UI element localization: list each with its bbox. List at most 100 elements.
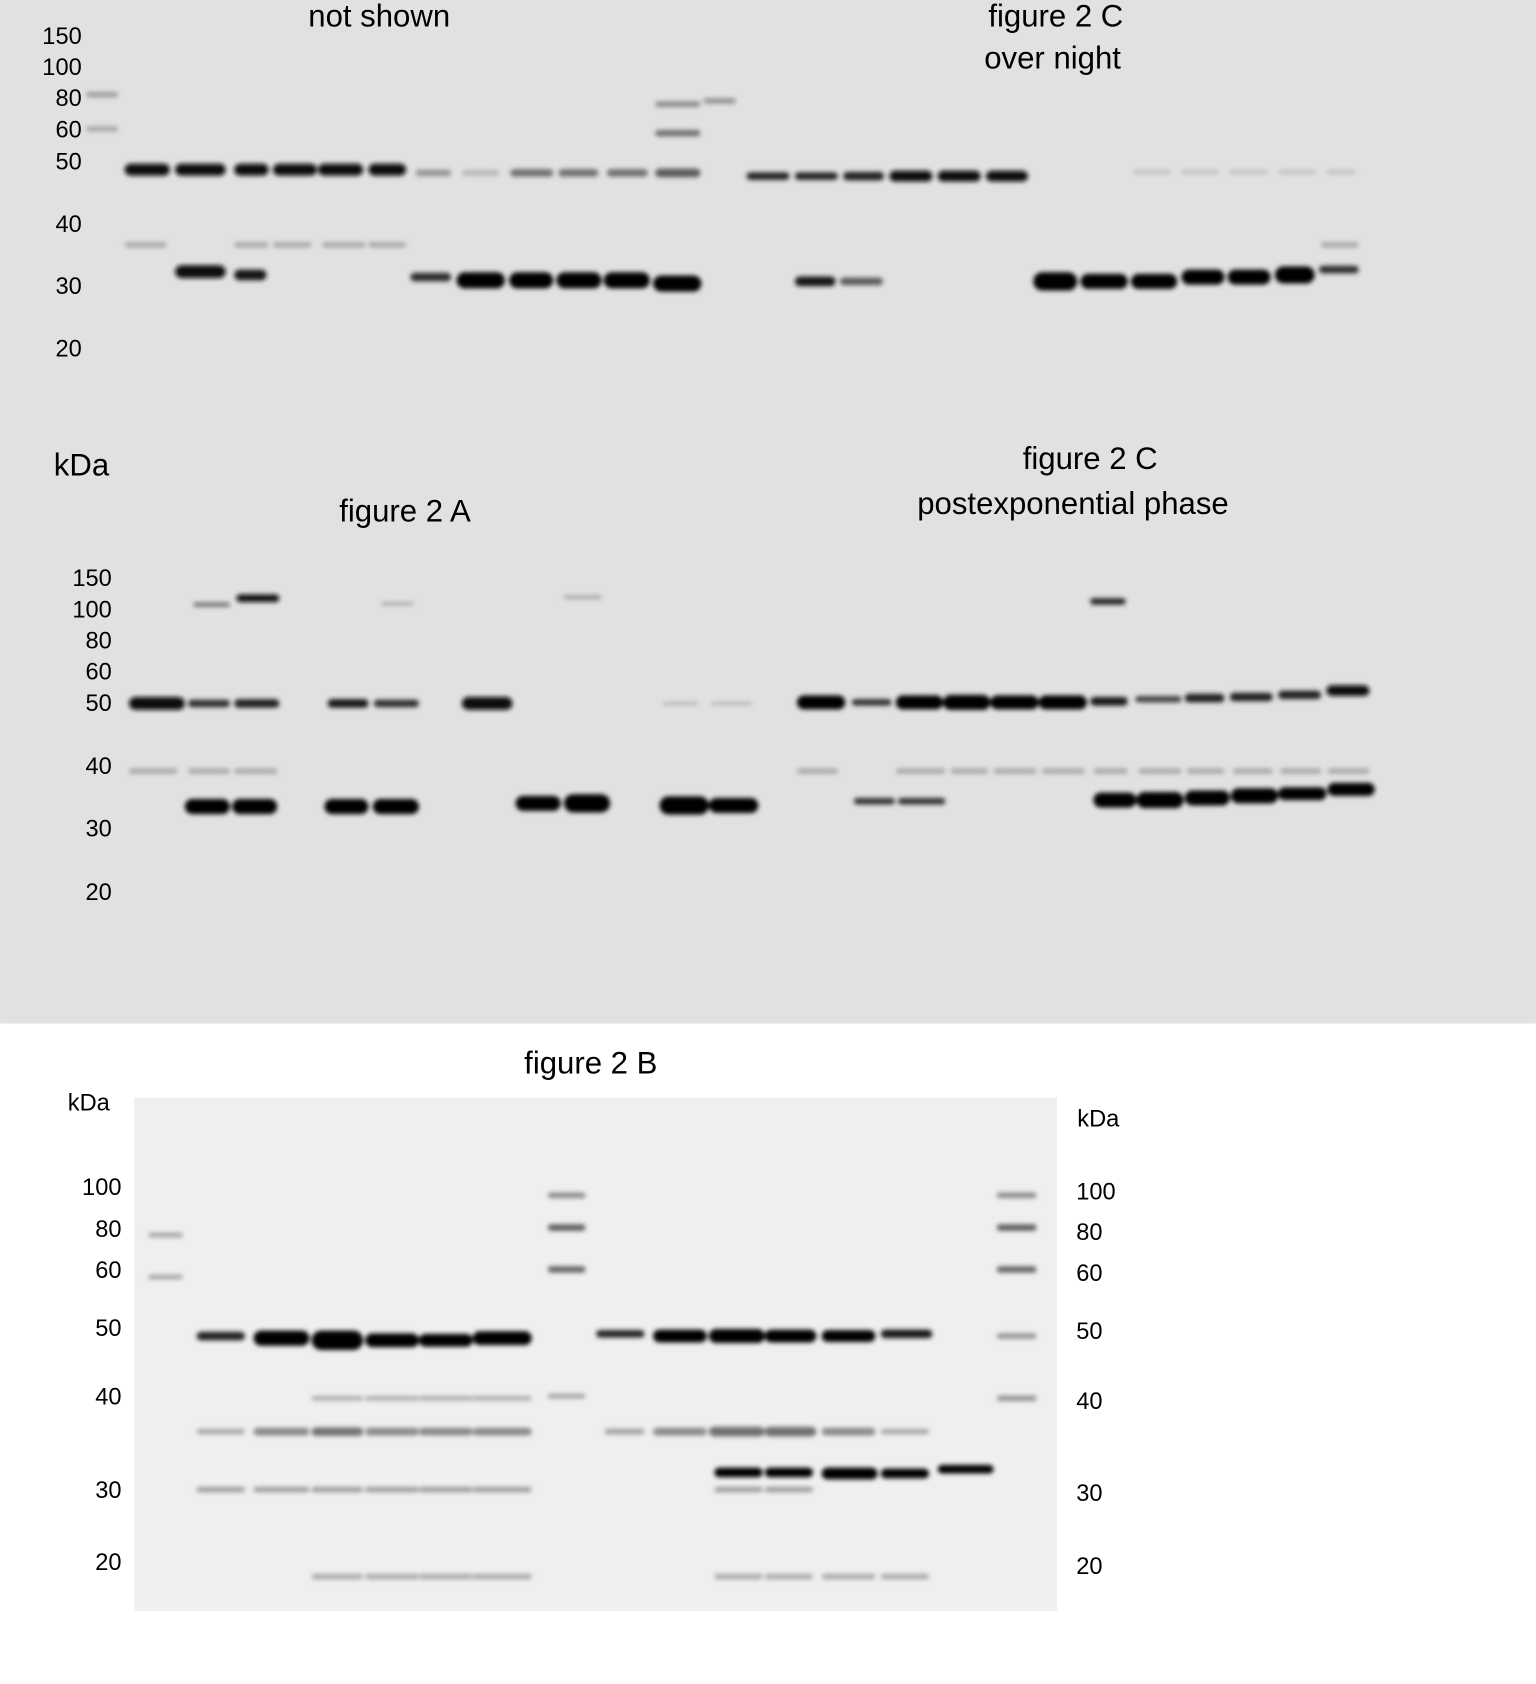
band: [124, 163, 170, 176]
panel-label: figure 2 A: [339, 494, 471, 529]
band: [603, 272, 650, 289]
marker-label: 60: [86, 660, 112, 686]
band: [547, 1224, 586, 1231]
band: [764, 1426, 817, 1437]
marker-label: 30: [1076, 1481, 1102, 1507]
band: [472, 1331, 532, 1346]
marker-label: 80: [55, 86, 81, 112]
band: [708, 1426, 765, 1437]
band: [372, 799, 419, 815]
marker-label: 20: [86, 880, 112, 906]
band: [472, 1486, 532, 1493]
band: [322, 242, 366, 248]
band: [234, 242, 269, 248]
marker-label: 20: [1076, 1554, 1102, 1580]
band: [1133, 169, 1171, 174]
band: [1233, 768, 1273, 774]
band: [764, 1467, 814, 1478]
panel-label: over night: [984, 40, 1121, 75]
band: [895, 768, 946, 774]
marker-label: 30: [95, 1478, 121, 1504]
band: [556, 272, 602, 289]
band: [662, 701, 699, 706]
marker-label: 60: [1076, 1261, 1102, 1287]
band: [418, 1427, 473, 1436]
band: [1230, 788, 1279, 804]
band: [515, 795, 561, 811]
band: [234, 163, 269, 176]
band: [880, 1573, 930, 1580]
band: [1227, 269, 1271, 285]
lower-membrane: [134, 1097, 1057, 1611]
band: [1327, 768, 1370, 774]
band: [415, 169, 452, 177]
band: [461, 170, 500, 176]
band: [547, 1394, 586, 1399]
panel-label: figure 2 C: [1023, 441, 1158, 476]
band: [1093, 768, 1128, 774]
marker-label: 20: [95, 1550, 121, 1576]
band: [821, 1573, 876, 1580]
band: [547, 1192, 586, 1199]
band: [327, 699, 369, 708]
band: [368, 163, 407, 176]
band: [234, 699, 280, 708]
band: [373, 699, 419, 708]
band: [895, 695, 944, 710]
band: [456, 272, 505, 289]
band: [943, 694, 991, 710]
band: [986, 170, 1028, 182]
band: [950, 768, 989, 774]
band: [996, 1333, 1037, 1339]
band: [1131, 273, 1178, 289]
marker-label: 80: [1076, 1220, 1102, 1246]
band: [853, 797, 895, 805]
band: [1093, 792, 1137, 808]
band: [1184, 790, 1230, 806]
band: [714, 1573, 763, 1580]
band: [1326, 169, 1356, 174]
band: [365, 1486, 419, 1493]
band: [1327, 782, 1375, 796]
band: [996, 1395, 1037, 1402]
marker-label: 20: [55, 336, 81, 362]
band: [746, 172, 790, 180]
marker-label: 40: [95, 1385, 121, 1411]
band: [851, 699, 892, 706]
band: [188, 699, 230, 708]
marker-label: 50: [86, 691, 112, 717]
band: [897, 797, 946, 805]
band: [1229, 692, 1273, 702]
band: [418, 1573, 473, 1580]
band: [128, 697, 185, 710]
band: [253, 1427, 310, 1436]
band: [418, 1396, 473, 1401]
band: [937, 1464, 994, 1474]
band: [1184, 693, 1225, 703]
band: [880, 1329, 933, 1339]
band: [1181, 269, 1225, 285]
band: [821, 1467, 878, 1480]
band: [703, 98, 736, 104]
band: [365, 1333, 419, 1348]
band: [839, 277, 883, 286]
band: [714, 1467, 763, 1478]
band: [794, 172, 838, 180]
band: [253, 1330, 310, 1346]
band: [365, 1396, 419, 1401]
band: [1278, 690, 1322, 700]
marker-label: 80: [95, 1217, 121, 1243]
band: [232, 799, 278, 815]
band: [86, 126, 119, 132]
band: [1038, 695, 1087, 710]
band: [311, 1486, 364, 1493]
band: [128, 768, 178, 774]
band: [196, 1486, 245, 1493]
band: [175, 163, 226, 176]
band: [410, 272, 452, 282]
marker-label: 50: [95, 1316, 121, 1342]
marker-label: 150: [42, 24, 81, 50]
band: [794, 276, 836, 287]
band: [509, 272, 554, 289]
band: [1229, 169, 1268, 174]
